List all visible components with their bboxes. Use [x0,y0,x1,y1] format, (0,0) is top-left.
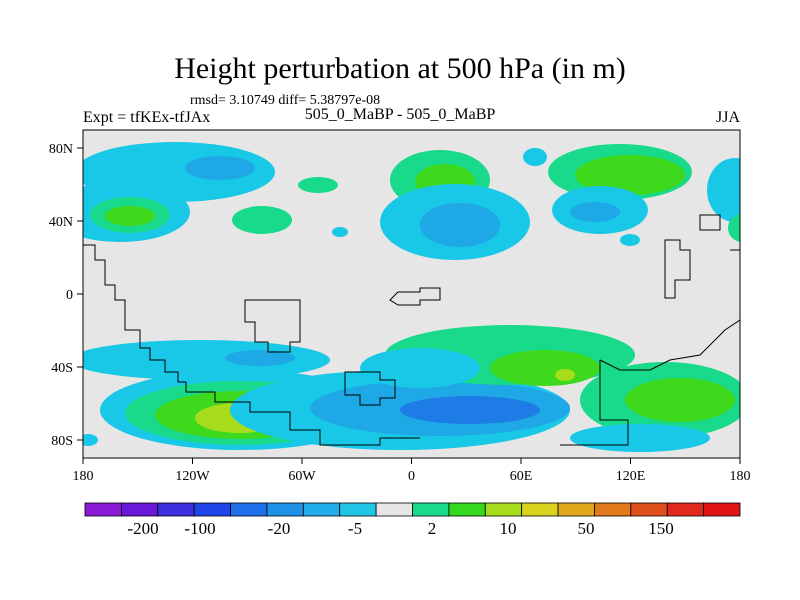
x-tick-label: 180 [730,469,751,484]
colorbar-box [484,502,523,517]
colorbar-label: -5 [348,519,362,538]
y-tick-label: 40S [51,361,73,376]
y-tick-label: 40N [49,215,73,230]
colorbar-box [521,502,559,517]
colorbar-label: -20 [268,519,291,538]
colorbar-box [630,502,668,517]
colorbar-box [594,502,632,517]
y-tick-label: 80S [51,434,73,449]
colorbar-box [557,502,595,517]
colorbar-box [339,502,377,517]
x-tick-label: 0 [408,469,415,484]
plot-title: Height perturbation at 500 hPa (in m) [174,52,626,85]
x-tick-label: 120E [616,469,646,484]
colorbar-box [412,502,450,517]
colorbar-box [193,502,231,517]
colorbar-label: -200 [127,519,158,538]
colorbar-label: 50 [578,519,595,538]
colorbar-box [230,502,268,517]
map-ticks [77,147,741,464]
colorbar-box [666,502,705,517]
x-tick-label: 60W [288,469,316,484]
experiment-label: Expt = tfKEx-tfJAx [83,109,211,126]
colorbar-box [448,502,486,517]
y-tick-label: 80N [49,142,73,157]
colorbar-label: -100 [184,519,215,538]
colorbar-box [266,502,304,517]
x-tick-label: 60E [510,469,533,484]
colorbar-label: 2 [428,519,437,538]
colorbar-box [120,502,159,517]
colorbar-boxes [84,502,741,517]
season-label: JJA [715,109,740,126]
colorbar-box [302,502,341,517]
colorbar-label: 10 [500,519,517,538]
colorbar-box [375,502,413,517]
colorbar-box [703,502,741,517]
colorbar-box [84,502,122,517]
x-tick-label: 180 [73,469,94,484]
y-tick-label: 0 [66,288,73,303]
stats-line: rmsd= 3.10749 diff= 5.38797e-08 [190,93,381,108]
center-label: 505_0_MaBP - 505_0_MaBP [304,106,496,123]
x-tick-label: 120W [175,469,210,484]
coastline-outlines [83,214,740,446]
colorbar-label: 150 [648,519,674,538]
colorbar-box [157,502,195,517]
